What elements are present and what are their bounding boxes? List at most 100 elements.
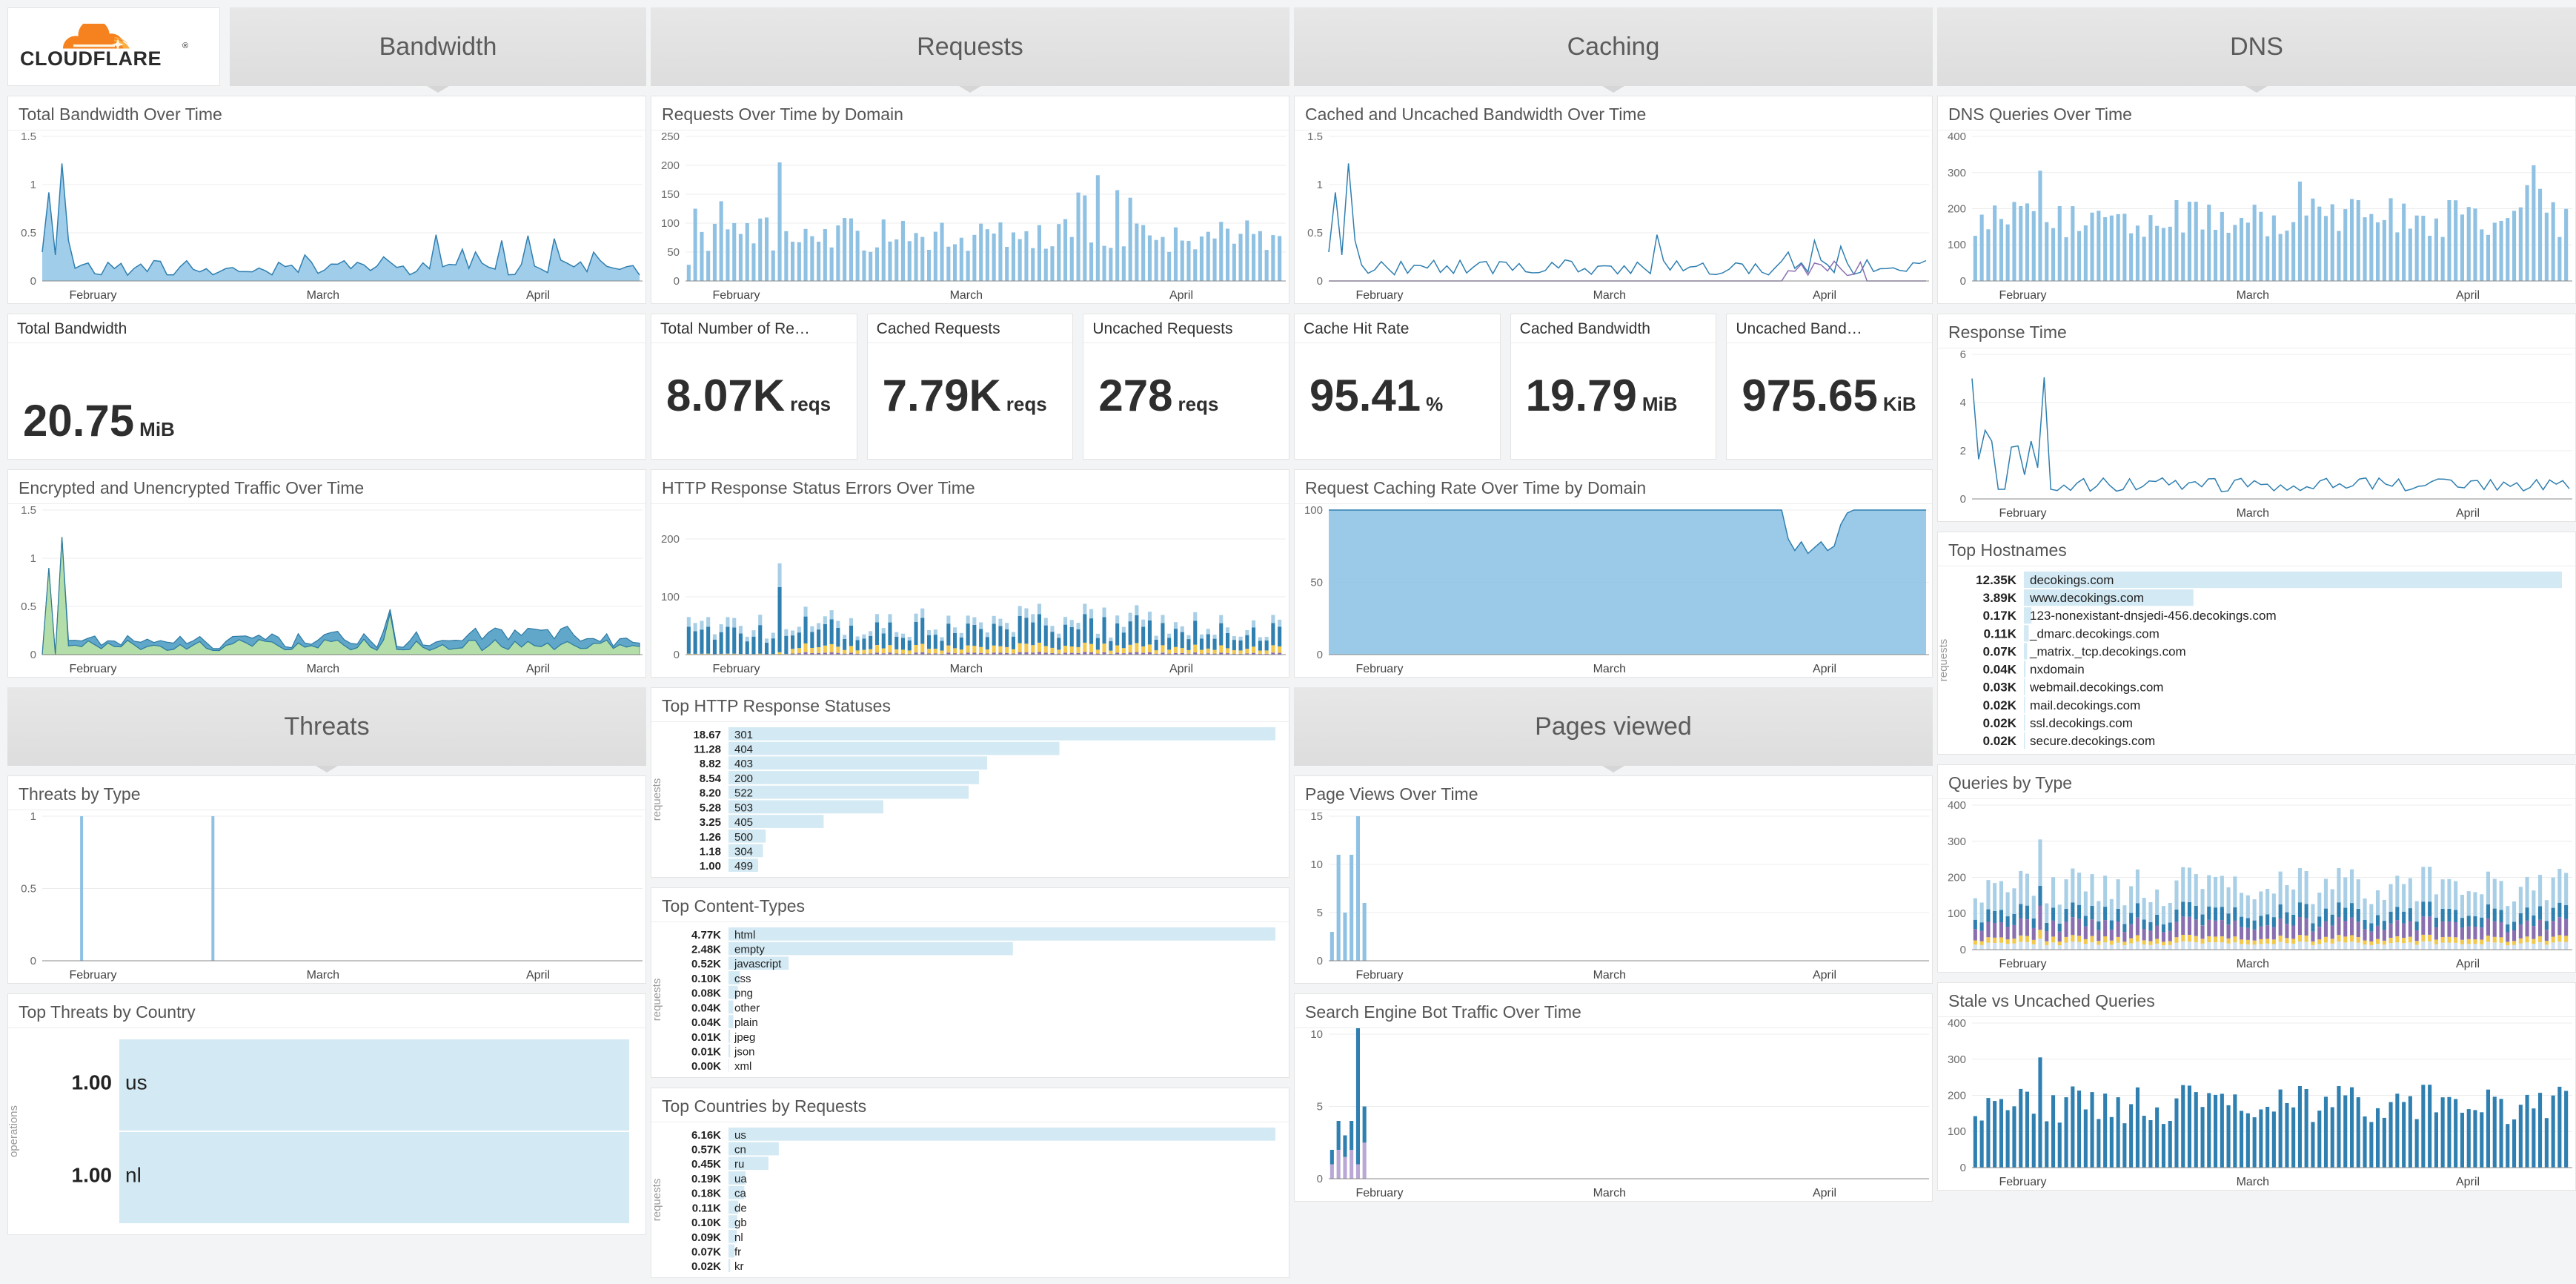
- svg-text:1.26: 1.26: [700, 831, 721, 844]
- svg-text:0: 0: [1317, 275, 1323, 288]
- svg-text:1: 1: [30, 552, 36, 565]
- svg-text:0.11K: 0.11K: [1984, 626, 2017, 641]
- svg-text:requests: requests: [651, 1179, 663, 1222]
- svg-text:2.48K: 2.48K: [691, 944, 721, 956]
- svg-text:February: February: [1355, 969, 1403, 982]
- svg-text:0: 0: [1317, 649, 1323, 661]
- svg-text:ca: ca: [734, 1188, 747, 1200]
- svg-text:March: March: [307, 289, 339, 302]
- svg-text:200: 200: [734, 772, 753, 785]
- svg-text:February: February: [69, 969, 116, 982]
- svg-text:18.67: 18.67: [693, 729, 721, 741]
- svg-text:0: 0: [30, 649, 36, 661]
- svg-text:6.16K: 6.16K: [691, 1129, 721, 1142]
- svg-text:100: 100: [661, 217, 680, 230]
- svg-text:400: 400: [1948, 130, 1966, 143]
- svg-text:other: other: [734, 1002, 760, 1014]
- svg-text:100: 100: [661, 591, 680, 603]
- svg-text:12.35K: 12.35K: [1976, 573, 2017, 587]
- svg-text:0.03K: 0.03K: [1983, 681, 2017, 695]
- svg-text:March: March: [2237, 507, 2269, 520]
- svg-text:0.02K: 0.02K: [1983, 698, 2017, 712]
- svg-text:0: 0: [1960, 493, 1966, 506]
- svg-text:cn: cn: [734, 1144, 746, 1156]
- svg-text:March: March: [1593, 1187, 1626, 1199]
- svg-text:March: March: [1593, 663, 1626, 675]
- svg-text:February: February: [69, 663, 116, 675]
- svg-text:ssl.decokings.com: ssl.decokings.com: [2030, 716, 2133, 730]
- svg-text:0.02K: 0.02K: [691, 1260, 721, 1273]
- svg-text:200: 200: [661, 159, 680, 172]
- svg-text:405: 405: [734, 816, 753, 829]
- svg-text:0.02K: 0.02K: [1983, 734, 2017, 748]
- svg-text:0: 0: [30, 955, 36, 967]
- svg-text:0: 0: [30, 275, 36, 288]
- svg-text:mail.decokings.com: mail.decokings.com: [2030, 698, 2140, 712]
- svg-text:100: 100: [1948, 907, 1966, 920]
- svg-text:150: 150: [661, 188, 680, 201]
- svg-text:0.01K: 0.01K: [691, 1031, 721, 1044]
- svg-text:300: 300: [1948, 167, 1966, 179]
- svg-text:3.89K: 3.89K: [1983, 591, 2017, 605]
- svg-text:nxdomain: nxdomain: [2030, 663, 2085, 677]
- svg-text:304: 304: [734, 845, 753, 858]
- svg-text:0: 0: [1960, 1162, 1966, 1174]
- svg-text:de: de: [734, 1202, 747, 1214]
- svg-text:1: 1: [30, 179, 36, 191]
- svg-text:April: April: [1169, 663, 1193, 675]
- svg-text:250: 250: [661, 130, 680, 143]
- svg-text:nl: nl: [125, 1164, 142, 1187]
- svg-text:200: 200: [1948, 1090, 1966, 1102]
- svg-text:decokings.com: decokings.com: [2030, 573, 2114, 587]
- svg-text:0.07K: 0.07K: [1983, 645, 2017, 659]
- svg-text:1.5: 1.5: [1307, 130, 1323, 143]
- svg-text:png: png: [734, 987, 753, 1000]
- svg-text:gb: gb: [734, 1217, 747, 1229]
- svg-text:April: April: [1813, 969, 1836, 982]
- svg-text:4.77K: 4.77K: [691, 929, 721, 942]
- svg-text:100: 100: [1948, 239, 1966, 251]
- svg-text:March: March: [1593, 969, 1626, 982]
- svg-text:0.10K: 0.10K: [691, 1217, 721, 1229]
- svg-text:3.25: 3.25: [700, 816, 721, 829]
- svg-text:us: us: [734, 1129, 746, 1142]
- svg-text:February: February: [1999, 289, 2046, 302]
- svg-text:®: ®: [182, 42, 188, 50]
- svg-text:400: 400: [1948, 799, 1966, 812]
- svg-text:0.57K: 0.57K: [691, 1144, 721, 1156]
- svg-text:javascript: javascript: [734, 958, 782, 970]
- svg-text:empty: empty: [734, 944, 765, 956]
- svg-text:requests: requests: [651, 979, 663, 1022]
- svg-text:February: February: [712, 289, 760, 302]
- svg-text:0.5: 0.5: [21, 227, 36, 239]
- svg-text:0.01K: 0.01K: [691, 1045, 721, 1058]
- svg-text:March: March: [950, 289, 983, 302]
- svg-text:html: html: [734, 929, 755, 942]
- svg-text:March: March: [307, 663, 339, 675]
- svg-text:0.5: 0.5: [21, 600, 36, 613]
- svg-text:operations: operations: [8, 1105, 20, 1157]
- svg-text:403: 403: [734, 758, 753, 770]
- svg-text:0.52K: 0.52K: [691, 958, 721, 970]
- svg-text:1.5: 1.5: [21, 504, 36, 517]
- svg-text:March: March: [2237, 289, 2269, 302]
- svg-text:0.11K: 0.11K: [692, 1202, 721, 1214]
- svg-text:301: 301: [734, 729, 753, 741]
- svg-text:0.19K: 0.19K: [691, 1173, 721, 1185]
- svg-text:0.09K: 0.09K: [691, 1231, 721, 1244]
- svg-text:0.02K: 0.02K: [1983, 716, 2017, 730]
- svg-text:ua: ua: [734, 1173, 747, 1185]
- svg-text:0: 0: [1960, 944, 1966, 956]
- svg-text:_dmarc.decokings.com: _dmarc.decokings.com: [2029, 626, 2160, 641]
- svg-text:1.18: 1.18: [700, 845, 721, 858]
- svg-text:February: February: [1355, 1187, 1403, 1199]
- svg-text:April: April: [526, 969, 550, 982]
- svg-text:us: us: [125, 1071, 147, 1094]
- svg-text:_matrix._tcp.decokings.com: _matrix._tcp.decokings.com: [2029, 645, 2186, 659]
- svg-text:March: March: [307, 969, 339, 982]
- svg-text:4: 4: [1960, 397, 1966, 409]
- svg-text:json: json: [734, 1045, 755, 1058]
- svg-text:plain: plain: [734, 1016, 758, 1029]
- svg-text:499: 499: [734, 860, 753, 873]
- svg-text:200: 200: [661, 533, 680, 546]
